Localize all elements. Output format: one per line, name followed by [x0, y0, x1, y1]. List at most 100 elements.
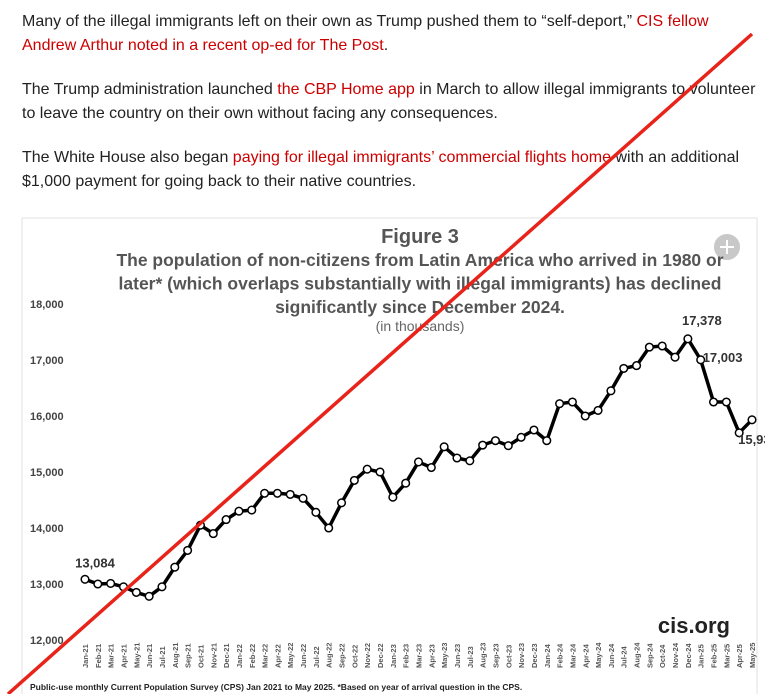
x-tick-label: Nov-24 [671, 642, 680, 668]
data-point [465, 456, 475, 466]
x-tick-label: Sep-24 [645, 643, 654, 668]
x-tick-label: Nov-22 [363, 643, 372, 668]
x-tick-label: Oct-24 [658, 644, 667, 668]
x-tick-label: Dec-21 [222, 643, 231, 668]
data-point [413, 457, 424, 467]
data-point [260, 488, 270, 498]
data-point [349, 475, 359, 485]
data-point [375, 467, 385, 477]
data-point [272, 488, 282, 498]
y-tick-label: 17,000 [30, 355, 64, 367]
x-tick-label: Mar-23 [415, 644, 424, 668]
data-point [439, 442, 449, 452]
data-point [324, 523, 334, 533]
x-tick-label: Aug-23 [479, 643, 488, 668]
data-point [234, 506, 244, 516]
x-tick-label: Apr-24 [581, 643, 590, 668]
chart-title: The population of non-citizens from Lati… [116, 250, 723, 270]
data-point [298, 493, 308, 503]
watermark: cis.org [658, 613, 730, 638]
x-tick-label: Jun-22 [299, 644, 308, 668]
data-point [708, 397, 719, 407]
x-tick-label: Feb-23 [402, 644, 411, 668]
data-point [490, 436, 501, 446]
x-tick-label: Jan-22 [235, 644, 244, 668]
data-point [478, 440, 488, 450]
y-tick-label: 15,000 [30, 467, 64, 479]
data-point [208, 529, 218, 539]
data-label: 17,378 [682, 313, 722, 328]
x-tick-label: Jan-21 [81, 644, 90, 668]
data-point [632, 361, 642, 371]
data-point [721, 397, 731, 407]
x-tick-label: May-21 [132, 643, 141, 668]
data-point [516, 432, 526, 442]
data-point [183, 545, 193, 555]
x-tick-label: Apr-25 [735, 644, 744, 668]
x-tick-label: Jun-23 [453, 644, 462, 668]
data-point [683, 334, 693, 344]
data-point [452, 453, 462, 463]
x-tick-label: Mar-24 [568, 643, 577, 668]
data-point [80, 574, 90, 584]
data-point [580, 411, 590, 421]
x-tick-label: Oct-21 [196, 645, 205, 668]
data-point [106, 578, 116, 588]
data-point [336, 498, 347, 508]
data-point [644, 342, 654, 352]
x-tick-label: Dec-22 [376, 643, 385, 668]
data-label: 17,003 [703, 350, 743, 365]
data-point [311, 507, 321, 517]
figure-label: Figure 3 [381, 226, 459, 248]
y-tick-label: 12,000 [30, 635, 64, 647]
footnote: Public-use monthly Current Population Su… [30, 682, 522, 692]
data-point [362, 464, 372, 474]
x-tick-label: May-22 [286, 643, 295, 668]
data-point [747, 415, 757, 425]
data-point [542, 436, 552, 446]
x-tick-label: Sep-22 [338, 643, 347, 668]
x-tick-label: May-24 [594, 642, 603, 668]
x-tick-label: Nov-21 [209, 643, 218, 668]
x-tick-label: Mar-25 [722, 644, 731, 668]
x-tick-label: Jan-23 [389, 644, 398, 668]
data-point [195, 520, 205, 530]
data-label: 15,932 [738, 432, 765, 447]
data-point [503, 441, 513, 451]
x-tick-label: Jul-23 [466, 646, 475, 668]
x-tick-label: Aug-24 [633, 642, 642, 668]
data-point [144, 591, 154, 601]
x-tick-label: Jun-21 [145, 644, 154, 668]
x-tick-label: Oct-22 [350, 645, 359, 668]
x-tick-label: Oct-23 [504, 645, 513, 668]
chart-title: significantly since December 2024. [275, 297, 565, 317]
data-point [247, 505, 257, 515]
data-point [619, 363, 629, 373]
x-tick-label: Jan-25 [697, 644, 706, 668]
x-tick-label: Jul-22 [312, 646, 321, 668]
x-tick-label: Aug-21 [171, 643, 180, 668]
data-point [93, 579, 103, 589]
data-point [555, 399, 565, 409]
x-tick-label: Feb-25 [710, 644, 719, 668]
chart-title: later* (which overlaps substantially wit… [119, 274, 722, 294]
x-tick-label: Sep-23 [491, 643, 500, 668]
chart-subtitle: (in thousands) [376, 318, 465, 334]
x-tick-label: Jul-21 [158, 646, 167, 668]
x-tick-label: Dec-23 [530, 643, 539, 668]
x-tick-label: Apr-21 [119, 644, 128, 668]
data-point [426, 462, 436, 473]
text: Many of the illegal immigrants left on t… [22, 13, 637, 30]
data-point [670, 352, 680, 362]
y-tick-label: 18,000 [30, 299, 64, 311]
x-tick-label: Feb-24 [556, 643, 565, 668]
x-tick-label: May-23 [440, 643, 449, 668]
x-tick-label: Nov-23 [517, 643, 526, 668]
x-tick-label: Feb-22 [248, 644, 257, 668]
data-point [388, 492, 398, 502]
data-point [567, 397, 577, 407]
x-tick-label: May-25 [748, 643, 757, 668]
x-tick-label: Mar-21 [107, 644, 116, 668]
